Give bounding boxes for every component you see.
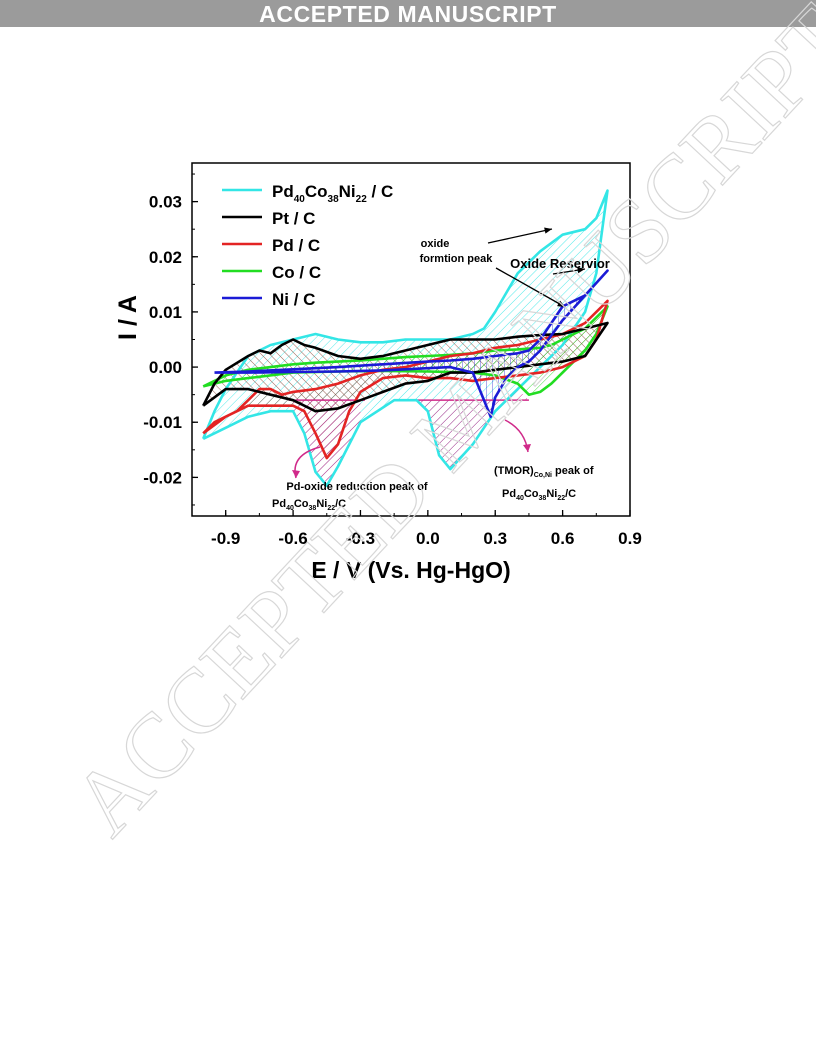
x-tick-label: -0.3 [346, 529, 375, 548]
legend-label-4: Ni / C [272, 290, 315, 309]
series-line-4 [214, 269, 609, 418]
plot-area [201, 189, 609, 487]
x-tick-label: -0.9 [211, 529, 240, 548]
arrow-oxide-formation-lower-head [557, 300, 565, 307]
series-line-3 [202, 305, 609, 396]
x-tick-label: 0.9 [618, 529, 642, 548]
y-tick-label: 0.03 [149, 193, 182, 212]
x-tick-label: 0.0 [416, 529, 440, 548]
annotation-formtion-peak: formtion peak [420, 253, 494, 265]
y-tick-label: 0.01 [149, 303, 182, 322]
annotation-pd-oxide-reduction: Pd-oxide reduction peak of [286, 481, 428, 493]
annotation-tmor-catalyst: Pd40Co38Ni22/C [502, 488, 576, 502]
tmor-peak-hatch [416, 389, 529, 470]
x-tick-label: 0.6 [551, 529, 575, 548]
arrow-oxide-formation-upper [487, 228, 553, 244]
series-line-2 [202, 299, 609, 460]
series-line-1 [202, 321, 609, 413]
y-tick-label: -0.01 [143, 413, 182, 432]
y-tick-label: 0.00 [149, 358, 182, 377]
arrow-pd-oxide-reduction-head [292, 470, 300, 478]
y-tick-label: 0.02 [149, 248, 182, 267]
arrow-oxide-reservior-head [577, 267, 585, 274]
x-tick-label: -0.6 [278, 529, 307, 548]
x-axis-label: E / V (Vs. Hg-HgO) [311, 557, 510, 583]
series-line-0 [201, 189, 609, 487]
arrow-oxide-formation-upper-head [544, 227, 552, 234]
annotation-oxide-reservior: Oxide Reservior [510, 256, 610, 271]
y-tick-label: -0.02 [143, 468, 182, 487]
legend-label-3: Co / C [272, 263, 321, 282]
arrow-tmor-peak [504, 419, 529, 453]
y-axis-label: I / A [114, 295, 142, 340]
banner-text: ACCEPTED MANUSCRIPT [259, 1, 557, 27]
annotation-pd-oxide-catalyst: Pd40Co38Ni22/C [272, 498, 346, 512]
legend-label-2: Pd / C [272, 236, 320, 255]
accepted-manuscript-banner: ACCEPTED MANUSCRIPT [0, 0, 816, 27]
x-tick-label: 0.3 [483, 529, 507, 548]
arrow-oxide-formation-lower [495, 267, 566, 308]
legend-label-1: Pt / C [272, 209, 315, 228]
annotation-tmor-peak: (TMOR)Co,Ni peak of [494, 465, 594, 479]
arrow-tmor-peak-head [523, 444, 531, 452]
legend-label-0: Pd40Co38Ni22 / C [272, 182, 393, 205]
annotation-oxide: oxide [421, 238, 450, 250]
